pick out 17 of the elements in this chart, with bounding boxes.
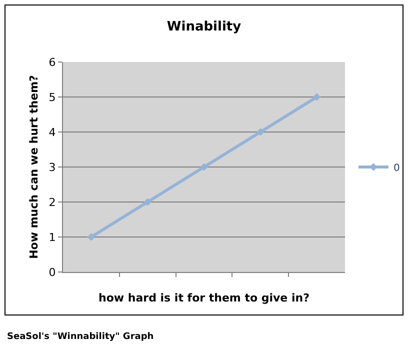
y-tick-label: 2	[48, 196, 56, 209]
x-axis-title: how hard is it for them to give in?	[98, 292, 310, 305]
y-axis-title: How much can we hurt them?	[27, 75, 40, 259]
y-tick-label: 0	[48, 266, 56, 279]
y-tick-label: 3	[48, 160, 56, 174]
point	[200, 163, 208, 171]
point	[144, 198, 152, 206]
text: SeaSol's "Winnability" Graph	[7, 332, 154, 342]
point	[256, 128, 264, 136]
y-tick-label: 4	[48, 126, 56, 139]
point	[312, 93, 321, 101]
y-tick-label: 6	[48, 56, 56, 69]
point	[87, 233, 96, 241]
legend-label: 0	[393, 162, 400, 174]
y-tick-label: 1	[48, 230, 56, 244]
chart-title: Winability	[166, 20, 242, 35]
y-tick-label: 5	[48, 90, 56, 104]
